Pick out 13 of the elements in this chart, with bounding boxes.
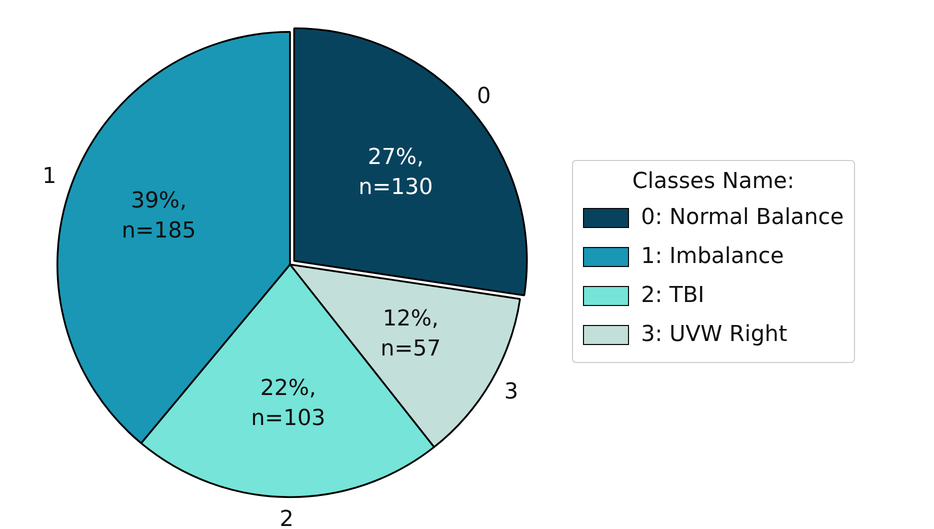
data-label: 27%, n=130 (358, 145, 433, 200)
data-label: 12%, n=57 (380, 306, 441, 362)
legend-label: 2: TBI (641, 283, 704, 308)
text: 0 (476, 84, 491, 110)
text: 2 (280, 507, 294, 529)
legend-label: 3: UVW Right (641, 322, 788, 347)
legend-label: 0: Normal Balance (641, 205, 844, 230)
legend-title: Classes Name: (631, 169, 796, 194)
text: 3 (504, 380, 518, 405)
text: 1 (42, 164, 56, 190)
data-label: 39%, n=185 (122, 188, 196, 244)
data-label: 22%, n=103 (250, 376, 326, 431)
legend-label: 1: Imbalance (641, 244, 784, 269)
